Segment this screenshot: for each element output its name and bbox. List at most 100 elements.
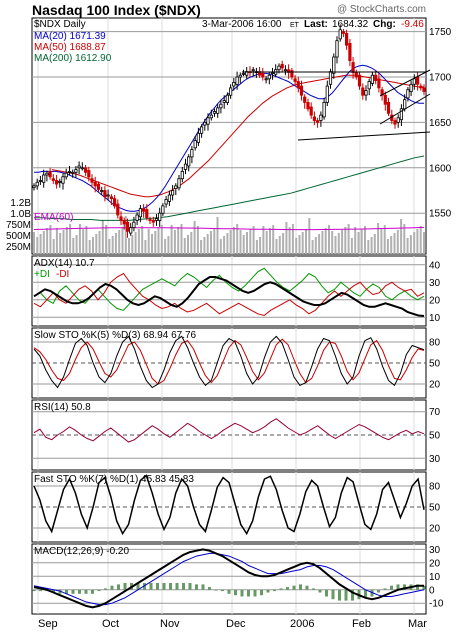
candle-body [122,219,126,225]
volume-bar [167,236,170,254]
candle-body [303,96,307,103]
candle-body [315,120,320,123]
volume-bar [108,239,111,254]
volume-bar [350,238,353,254]
candle-body [61,176,65,184]
volume-ema-legend: EMA(60) [34,212,73,223]
macd-legend: MACD(12,26,9) -0.20 [34,546,129,557]
volume-bar [101,220,104,254]
volume-bar [78,224,81,254]
volume-bar [213,228,216,254]
volume-bar [272,225,275,254]
copyright-label: @ StockCharts.com [337,4,426,15]
candle-body [103,190,107,198]
candle-body [412,78,416,85]
macd-histogram-bar [299,584,302,590]
ma200-legend: MA(200) 1612.90 [34,53,112,64]
macd-histogram-bar [78,589,81,594]
macd-y-ticks: 30 20 10 0 -10 [429,545,444,610]
volume-bar [206,234,209,254]
volume-bar [275,239,278,254]
candle-body [74,169,78,173]
candle-body [212,111,217,114]
volume-bar [33,232,35,254]
volume-bar [416,229,419,254]
volume-bar [288,227,291,254]
volume-bar [347,224,350,254]
candle-body [64,172,68,178]
candle-body [374,74,378,81]
volume-bar [52,239,55,254]
timezone-label: ET [290,22,300,29]
macd-histogram-bar [136,583,140,590]
x-label-2006: 2006 [290,618,314,630]
slow-sto-legend: Slow STO %K(5) %D(3) 68.94 67.76 [34,330,197,341]
macd-histogram-bar [39,589,42,592]
candle-body [58,180,62,183]
adx-y-ticks: 40 30 20 10 [429,260,441,324]
macd-histogram-bar [123,583,127,590]
candle-body [164,199,168,205]
volume-bar [170,225,173,254]
volume-bar [173,230,176,254]
x-label-Feb: Feb [352,618,371,630]
macd-tick-20: 20 [429,558,441,569]
volume-tick-1.0B: 1.0B [10,209,31,220]
slow-sto-d-line [33,338,425,385]
macd-signal-line [33,552,425,606]
candle-body [309,106,313,116]
chg-label: Chg: [373,19,396,30]
macd-histogram-bar [97,589,101,592]
volume-bar [341,230,344,254]
x-label-Dec: Dec [226,618,246,630]
candle-body [241,73,246,75]
last-label: Last: [304,19,328,30]
volume-bar [137,229,140,254]
volume-bar [141,226,144,254]
candle-body [129,227,133,234]
candle-body [351,62,355,73]
candle-body [283,69,288,72]
candle-body [71,171,75,174]
volume-bar [344,227,347,254]
volume-bar [210,231,212,254]
candle-body [125,221,130,232]
price-tick-1600: 1600 [429,163,452,174]
candle-body [403,99,407,110]
volume-bar [128,238,130,254]
volume-bar [36,237,39,254]
price-tick-1650: 1650 [429,118,452,129]
macd-histogram-bar [91,589,94,594]
macd-histogram-bar [396,584,400,590]
x-label-Sep: Sep [38,618,58,630]
volume-bar [370,237,373,254]
volume-bar [331,231,334,254]
candle-body [177,178,181,189]
adx-tick-40: 40 [429,260,441,271]
candle-body [183,163,188,170]
volume-bar [360,229,363,254]
price-grid [32,18,426,254]
volume-bar [69,224,72,254]
candle-body [319,114,323,121]
macd-histogram-bar [422,585,426,590]
volume-bar [190,232,193,254]
candle-body [377,78,381,89]
macd-histogram-bar [286,587,289,590]
volume-bar [216,217,219,254]
candle-body [409,83,413,93]
candle-body [154,218,159,221]
volume-bar [98,231,101,254]
candle-body [132,221,136,228]
macd-histogram-bar [351,589,354,601]
candle-body [158,212,162,221]
volume-bar [423,232,425,254]
candle-body [270,72,275,74]
macd-histogram-bar [253,589,257,597]
candle-body [187,156,191,167]
volume-bar [354,227,357,254]
macd-histogram-bar [208,587,211,590]
candle-body [325,85,329,103]
macd-histogram-bar [383,588,387,590]
